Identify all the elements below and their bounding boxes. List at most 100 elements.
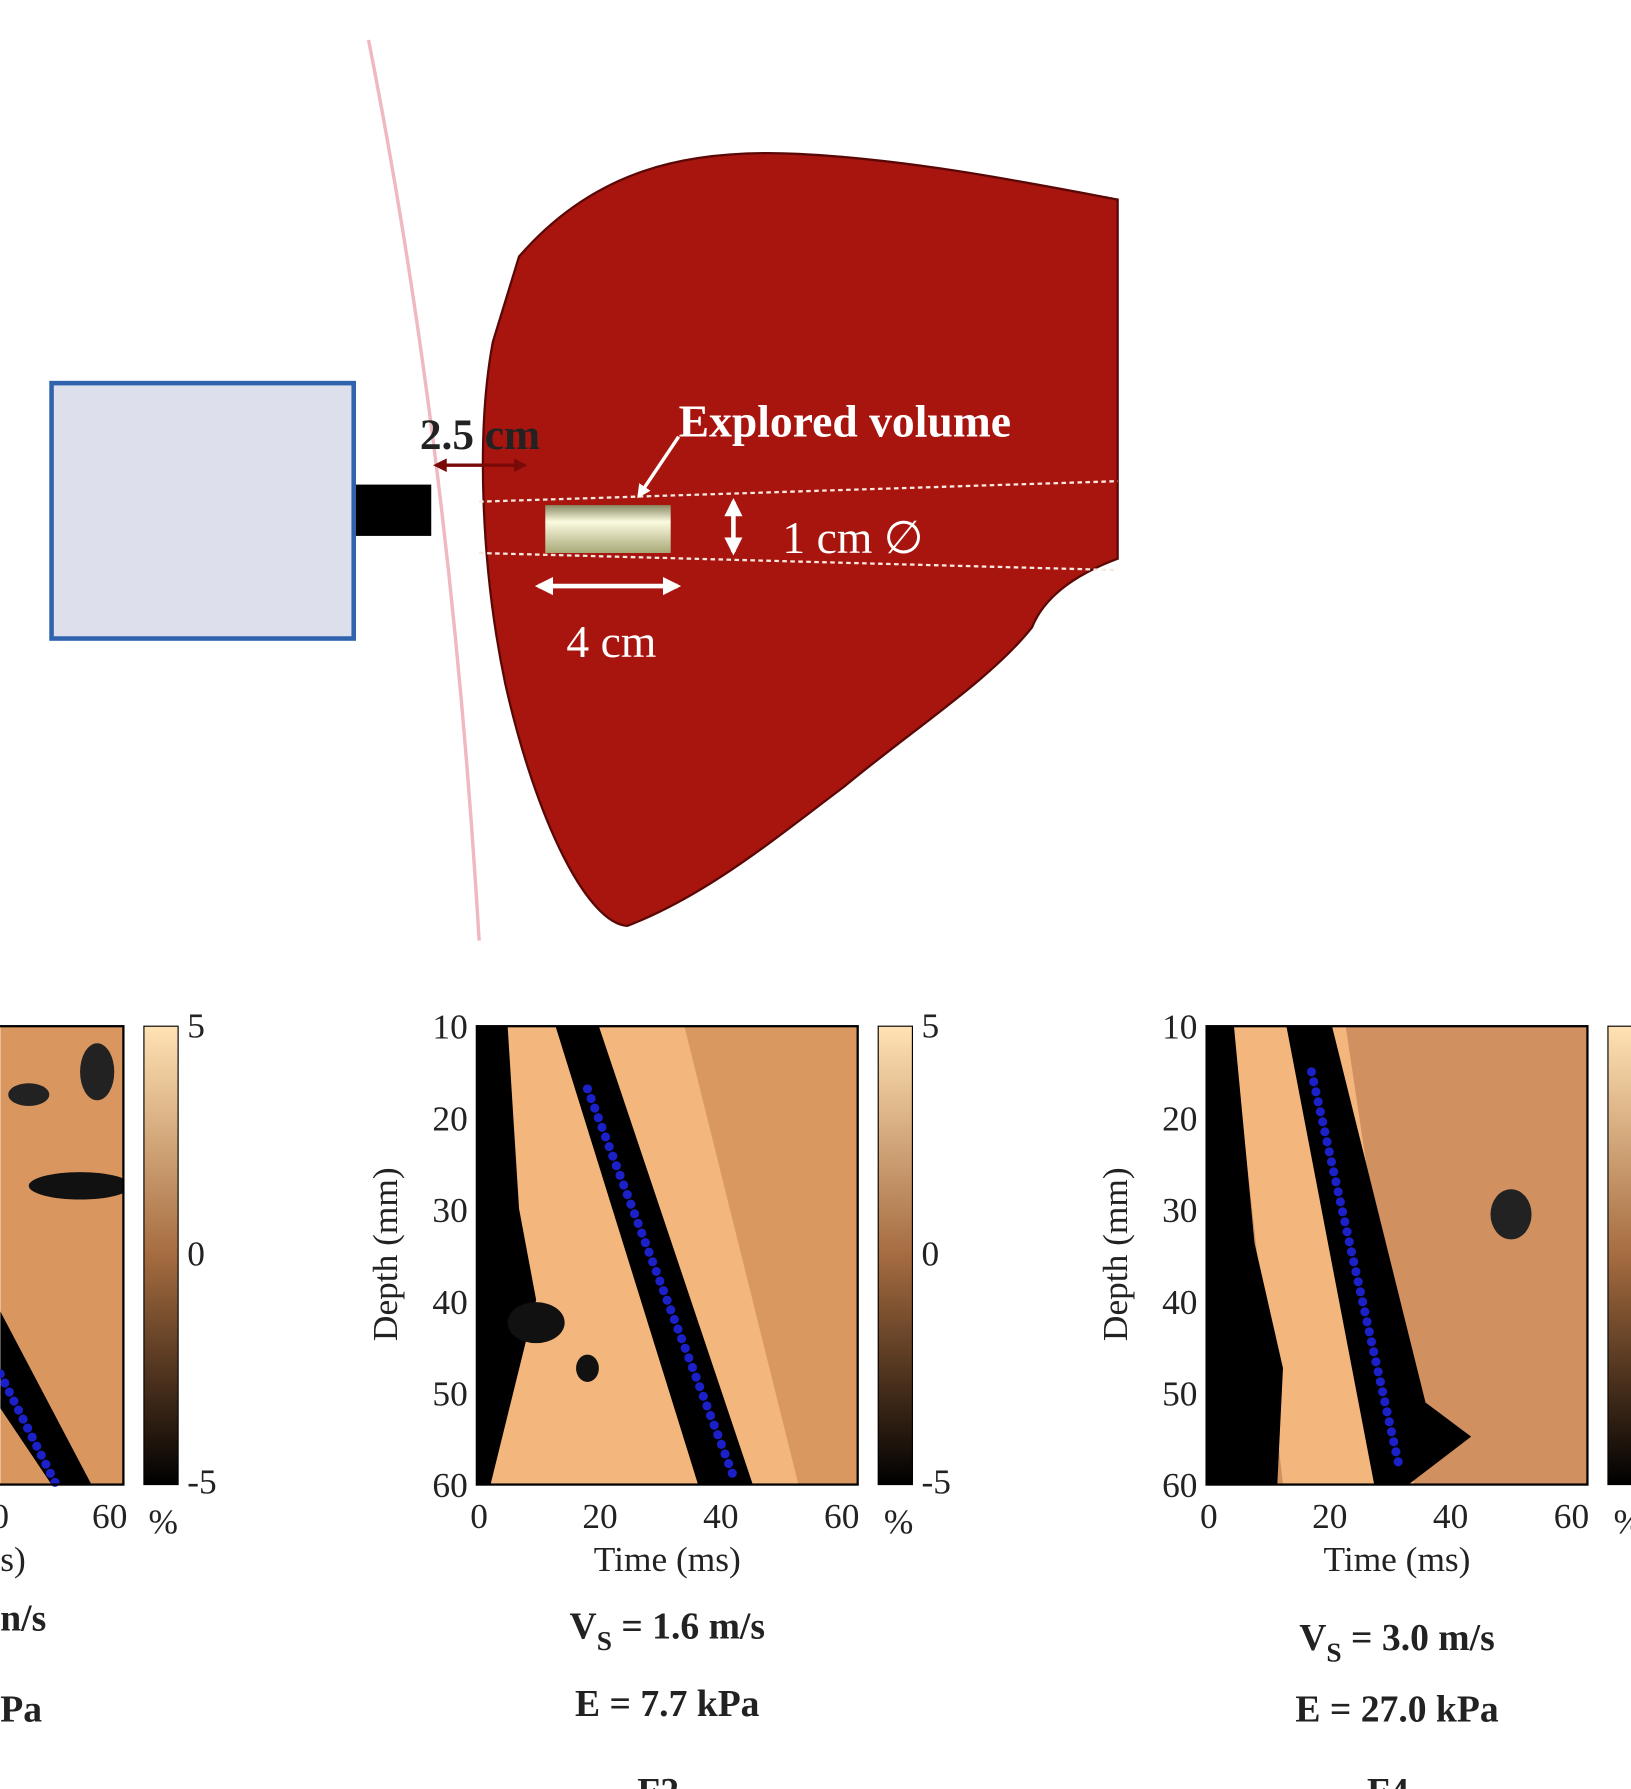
x-axis-label: Time (ms) (594, 1540, 741, 1579)
dot (1342, 1227, 1351, 1236)
unit-label: % (148, 1503, 177, 1542)
dot (28, 1433, 37, 1442)
colorbar-tick-label: -5 (922, 1463, 951, 1502)
dot (594, 1113, 603, 1122)
dot (702, 1401, 711, 1410)
dot (655, 1276, 664, 1285)
dot (612, 1161, 621, 1170)
x-tick-label: 20 (582, 1497, 617, 1536)
y-tick-label: 60 (1162, 1466, 1197, 1505)
y-tick-label: 40 (432, 1283, 467, 1322)
panel-label: F2 (637, 1771, 679, 1789)
dot (641, 1238, 650, 1247)
dot (1365, 1327, 1374, 1336)
dot (644, 1248, 653, 1257)
dot (23, 1424, 32, 1433)
dot (37, 1451, 46, 1460)
dot (666, 1305, 675, 1314)
dot (1320, 1127, 1329, 1136)
dot (583, 1084, 592, 1093)
y-tick-label: 20 (432, 1099, 467, 1138)
dot (1338, 1207, 1347, 1216)
dot (659, 1286, 668, 1295)
dot (605, 1142, 614, 1151)
depth-label: 2.5 cm (420, 411, 540, 459)
dot (1329, 1167, 1338, 1176)
dot (1362, 1317, 1371, 1326)
dot (0, 1378, 9, 1387)
colorbar (878, 1026, 912, 1484)
modulus: E = 27.0 kPa (1295, 1689, 1498, 1731)
dot (681, 1344, 690, 1353)
colorbar-tick-label: 5 (187, 1007, 205, 1046)
dot (1316, 1107, 1325, 1116)
dot (597, 1123, 606, 1132)
dot (1336, 1197, 1345, 1206)
dot (677, 1334, 686, 1343)
dot (1307, 1067, 1316, 1076)
y-tick-label: 20 (1162, 1099, 1197, 1138)
colorbar-tick-label: 0 (187, 1235, 205, 1274)
y-axis-label: Depth (mm) (1096, 1167, 1135, 1341)
dot (713, 1430, 722, 1439)
y-tick-label: 30 (432, 1191, 467, 1230)
figure: 2.5 cm Explored volume 1 cm ∅ 4 cm 0 60 … (0, 0, 1631, 1789)
x-tick-label: 60 (1554, 1497, 1589, 1536)
dot (634, 1219, 643, 1228)
dot (1354, 1277, 1363, 1286)
dot (41, 1460, 50, 1469)
dot (1394, 1457, 1403, 1466)
x-tick-label: 40 (1433, 1497, 1468, 1536)
dot (1334, 1187, 1343, 1196)
dot (720, 1449, 729, 1458)
y-axis-label: Depth (mm) (366, 1167, 405, 1341)
dot (637, 1228, 646, 1237)
colorbar (1608, 1026, 1631, 1484)
dot (1380, 1397, 1389, 1406)
x-tick-label: 0 (0, 1497, 9, 1536)
y-tick-label: 10 (1162, 1008, 1197, 1047)
colorbar (144, 1026, 178, 1484)
dot (699, 1392, 708, 1401)
velocity-part: V (570, 1605, 597, 1647)
y-tick-label: 30 (1162, 1191, 1197, 1230)
dot (1314, 1097, 1323, 1106)
dot (1325, 1147, 1334, 1156)
x-tick-label: 0 (470, 1497, 488, 1536)
velocity: VS = 3.0 m/s (1299, 1617, 1494, 1667)
dot (1356, 1287, 1365, 1296)
x-axis-label: s) (0, 1540, 26, 1579)
dot (695, 1382, 704, 1391)
dot (9, 1396, 18, 1405)
probe-body (52, 383, 354, 638)
dot (1376, 1377, 1385, 1386)
y-tick-label: 50 (432, 1374, 467, 1413)
dot (623, 1190, 632, 1199)
dot (1351, 1267, 1360, 1276)
dot (601, 1132, 610, 1141)
dot (670, 1315, 679, 1324)
dot (1347, 1247, 1356, 1256)
dot (1371, 1357, 1380, 1366)
dot (688, 1363, 697, 1372)
dot (1311, 1087, 1320, 1096)
y-tick-label: 60 (432, 1466, 467, 1505)
modulus: E = 7.7 kPa (575, 1683, 760, 1725)
dot (710, 1421, 719, 1430)
velocity: n/s (0, 1598, 46, 1640)
x-tick-label: 0 (1200, 1497, 1218, 1536)
dot (32, 1442, 41, 1451)
velocity-part: S (597, 1626, 612, 1656)
diameter-label: 1 cm ∅ (782, 512, 923, 563)
dot (706, 1411, 715, 1420)
dot (1387, 1427, 1396, 1436)
dot (724, 1459, 733, 1468)
dot (1331, 1177, 1340, 1186)
elastogram (477, 1026, 858, 1484)
length-label: 4 cm (566, 616, 656, 667)
colorbar-tick-label: -5 (187, 1463, 216, 1502)
volume-label: Explored volume (679, 396, 1011, 447)
velocity-part: V (1299, 1617, 1326, 1659)
dot (1358, 1297, 1367, 1306)
elastogram (1207, 1026, 1588, 1484)
